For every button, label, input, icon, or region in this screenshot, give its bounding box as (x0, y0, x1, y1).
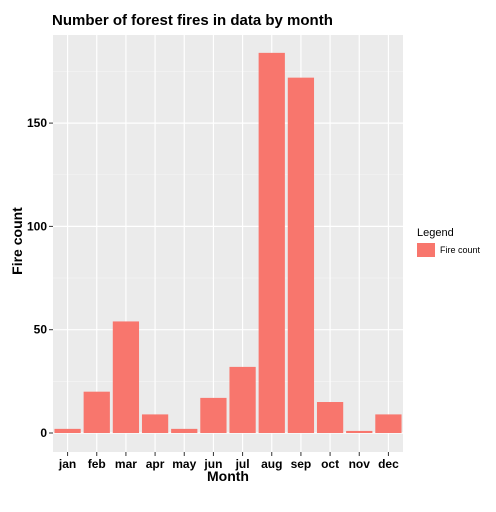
x-tick-label-dec: dec (378, 457, 399, 471)
grid-minor-lines (53, 71, 403, 382)
bar-aug (258, 52, 285, 434)
y-tick-label: 150 (27, 116, 47, 130)
x-tick-label-may: may (172, 457, 196, 471)
x-tick-label-apr: apr (146, 457, 165, 471)
bar-jul (229, 366, 256, 433)
x-tick-label-jan: jan (58, 457, 76, 471)
bar-dec (375, 414, 402, 433)
bar-series (54, 52, 402, 434)
y-axis-title: Fire count (9, 207, 25, 275)
bar-oct (316, 402, 344, 433)
x-tick-label-nov: nov (349, 457, 371, 471)
bar-apr (141, 414, 169, 433)
legend-title: Legend (417, 227, 454, 239)
bar-sep (287, 77, 315, 433)
x-tick-label-sep: sep (291, 457, 312, 471)
bar-feb (83, 391, 110, 433)
y-tick-label: 0 (40, 426, 47, 440)
y-axis: 0 50 100 150 (27, 116, 53, 440)
bar-jan (54, 428, 81, 433)
chart-title: Number of forest fires in data by month (52, 12, 333, 29)
plot-panel (53, 35, 403, 452)
x-tick-label-mar: mar (115, 457, 137, 471)
legend: Legend Fire count (417, 227, 481, 257)
legend-label-fire-count: Fire count (440, 245, 481, 255)
bar-nov (346, 430, 373, 433)
bar-jun (200, 397, 227, 433)
y-tick-label: 50 (34, 323, 48, 337)
y-tick-label: 100 (27, 219, 47, 233)
bar-mar (112, 321, 140, 433)
x-tick-label-aug: aug (261, 457, 282, 471)
plot-area (53, 35, 403, 452)
bar-may (171, 428, 198, 433)
x-tick-label-jun: jun (203, 457, 222, 471)
x-tick-label-feb: feb (88, 457, 106, 471)
x-tick-label-oct: oct (321, 457, 339, 471)
legend-key-fire-count (417, 243, 435, 257)
x-tick-label-jul: jul (235, 457, 250, 471)
x-axis: jan feb mar apr may jun jul aug sep oct nov dec (58, 452, 399, 471)
x-axis-title: Month (207, 468, 249, 484)
